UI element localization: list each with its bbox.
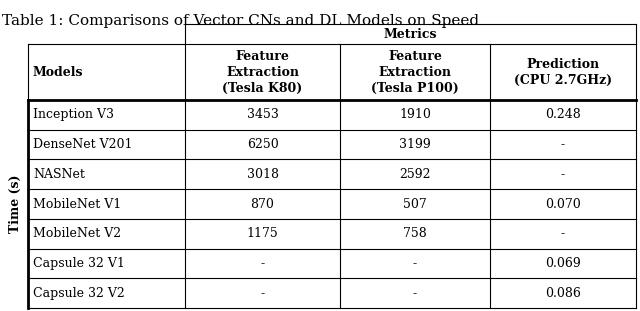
Text: -: - [413,287,417,299]
Text: -: - [561,227,565,240]
Text: 0.086: 0.086 [545,287,581,299]
Text: -: - [561,168,565,181]
Text: Table 1: Comparisons of Vector CNs and DL Models on Speed: Table 1: Comparisons of Vector CNs and D… [2,14,479,28]
Text: 507: 507 [403,197,427,211]
Text: 1175: 1175 [246,227,278,240]
Text: 870: 870 [251,197,275,211]
Text: 2592: 2592 [399,168,431,181]
Text: Feature
Extraction
(Tesla K80): Feature Extraction (Tesla K80) [222,49,303,95]
Text: Feature
Extraction
(Tesla P100): Feature Extraction (Tesla P100) [371,49,459,95]
Text: -: - [260,287,264,299]
Text: 0.069: 0.069 [545,257,581,270]
Text: 3018: 3018 [246,168,278,181]
Text: Metrics: Metrics [384,27,437,40]
Text: 0.248: 0.248 [545,108,581,121]
Text: 3199: 3199 [399,138,431,151]
Text: -: - [413,257,417,270]
Text: Inception V3: Inception V3 [33,108,114,121]
Text: Capsule 32 V1: Capsule 32 V1 [33,257,125,270]
Text: NASNet: NASNet [33,168,85,181]
Text: DenseNet V201: DenseNet V201 [33,138,132,151]
Text: Models: Models [33,66,83,78]
Text: 3453: 3453 [246,108,278,121]
Text: 1910: 1910 [399,108,431,121]
Text: 758: 758 [403,227,427,240]
Text: MobileNet V1: MobileNet V1 [33,197,121,211]
Text: -: - [561,138,565,151]
Text: -: - [260,257,264,270]
Text: Time (s): Time (s) [8,175,22,233]
Text: Prediction
(CPU 2.7GHz): Prediction (CPU 2.7GHz) [514,58,612,86]
Text: 6250: 6250 [246,138,278,151]
Text: 0.070: 0.070 [545,197,581,211]
Text: MobileNet V2: MobileNet V2 [33,227,121,240]
Text: Capsule 32 V2: Capsule 32 V2 [33,287,125,299]
